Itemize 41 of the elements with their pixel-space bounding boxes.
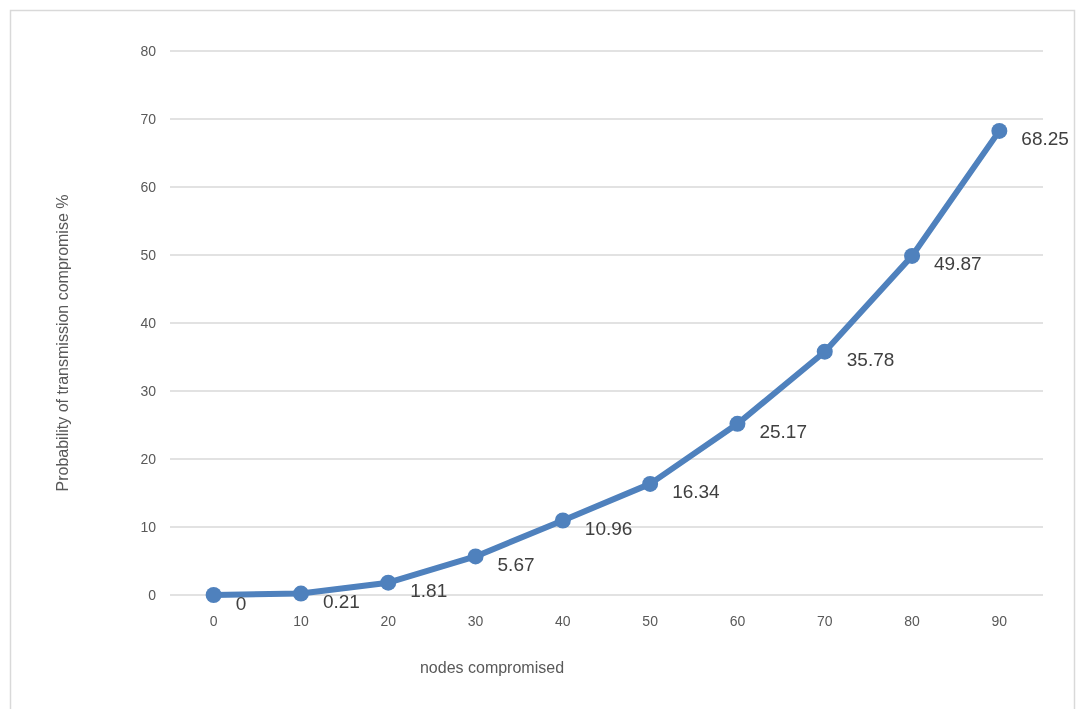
data-label: 16.34 [672, 481, 721, 503]
x-tick-label: 30 [467, 613, 484, 629]
y-tick-label: 0 [148, 587, 157, 603]
point [991, 122, 1008, 139]
x-tick-label: 80 [904, 613, 921, 629]
y-tick-label: 50 [140, 247, 157, 263]
point [729, 415, 746, 432]
y-tick-label: 40 [140, 315, 157, 331]
data-label: 1.81 [410, 580, 448, 602]
point [380, 574, 397, 591]
y-tick-label: 60 [140, 179, 157, 195]
y-tick-label: 20 [140, 451, 157, 467]
x-tick-label: 0 [209, 613, 218, 629]
x-tick-label: 40 [555, 613, 571, 629]
point [467, 548, 484, 565]
x-tick-label: 20 [380, 613, 397, 629]
data-label: 68.25 [1021, 128, 1069, 150]
point [554, 512, 571, 529]
x-tick-label: 50 [642, 613, 659, 629]
point [292, 585, 309, 602]
data-label: 0.21 [322, 591, 360, 613]
data-label: 25.17 [759, 421, 807, 443]
point [904, 247, 921, 264]
x-tick-label: 90 [991, 613, 1008, 629]
y-axis-title: Probability of transmission compromise % [53, 194, 71, 492]
point [642, 475, 659, 492]
x-tick-label: 60 [729, 613, 746, 629]
x-tick-label: 70 [816, 613, 833, 629]
data-label: 49.87 [934, 253, 982, 275]
y-tick-label: 80 [140, 43, 157, 59]
x-axis-title: nodes compromised [419, 658, 565, 676]
y-tick-label: 30 [140, 383, 157, 399]
point [816, 343, 833, 360]
data-label: 0 [235, 592, 247, 614]
data-label: 5.67 [497, 553, 535, 575]
data-label: 35.78 [846, 349, 895, 371]
y-tick-label: 10 [140, 519, 157, 535]
data-label: 10.96 [584, 517, 633, 539]
point [205, 587, 222, 603]
y-tick-label: 70 [140, 111, 157, 127]
x-tick-label: 10 [293, 613, 309, 629]
